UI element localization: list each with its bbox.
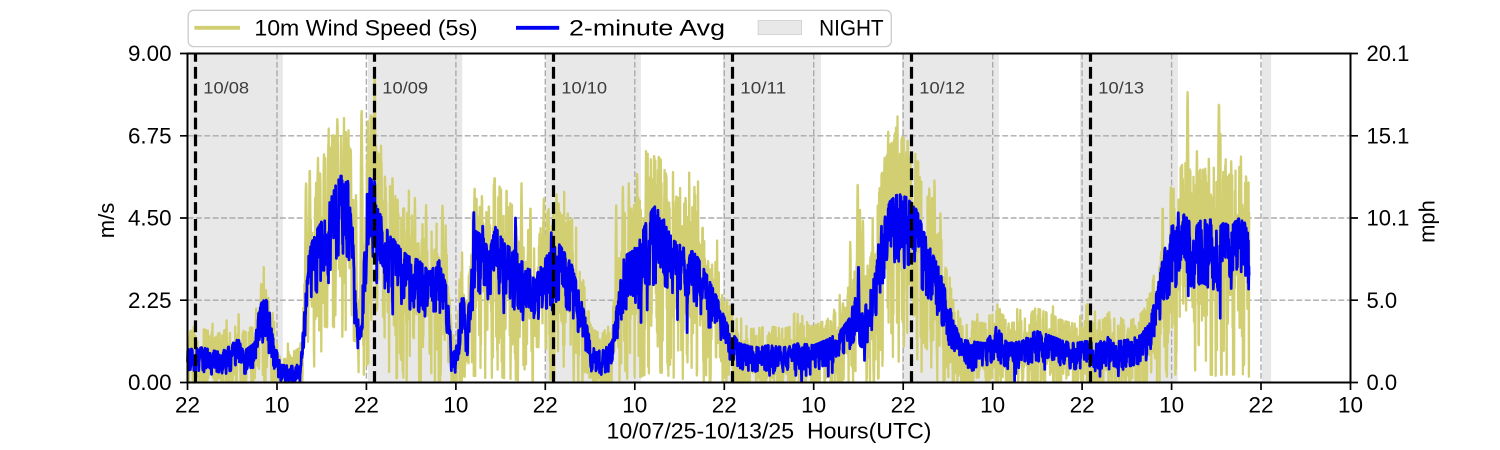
svg-text:10/12: 10/12 bbox=[919, 79, 965, 98]
svg-text:22: 22 bbox=[533, 393, 558, 418]
svg-text:10m Wind Speed (5s): 10m Wind Speed (5s) bbox=[254, 15, 477, 40]
svg-text:m/s: m/s bbox=[94, 203, 119, 238]
svg-text:10: 10 bbox=[980, 393, 1005, 418]
svg-text:10/09: 10/09 bbox=[382, 79, 428, 98]
svg-text:2.25: 2.25 bbox=[128, 288, 172, 313]
svg-text:9.00: 9.00 bbox=[128, 41, 172, 66]
svg-text:10: 10 bbox=[265, 393, 290, 418]
svg-text:10: 10 bbox=[1338, 393, 1363, 418]
svg-text:5.0: 5.0 bbox=[1367, 288, 1398, 313]
svg-text:22: 22 bbox=[354, 393, 379, 418]
svg-text:0.00: 0.00 bbox=[128, 370, 172, 395]
svg-text:22: 22 bbox=[712, 393, 737, 418]
svg-text:10/11: 10/11 bbox=[740, 79, 786, 98]
svg-text:10/07/25-10/13/25 Hours(UTC): 10/07/25-10/13/25 Hours(UTC) bbox=[607, 419, 932, 444]
svg-text:10: 10 bbox=[622, 393, 647, 418]
svg-text:6.75: 6.75 bbox=[128, 123, 172, 148]
svg-text:2-minute Avg: 2-minute Avg bbox=[569, 15, 725, 40]
svg-text:10.1: 10.1 bbox=[1367, 206, 1410, 231]
svg-text:0.0: 0.0 bbox=[1367, 370, 1398, 395]
svg-text:10/10: 10/10 bbox=[561, 79, 607, 98]
svg-text:10: 10 bbox=[443, 393, 468, 418]
svg-text:10: 10 bbox=[801, 393, 826, 418]
svg-text:10: 10 bbox=[1159, 393, 1184, 418]
svg-text:22: 22 bbox=[1070, 393, 1095, 418]
svg-text:22: 22 bbox=[891, 393, 916, 418]
svg-text:10/13: 10/13 bbox=[1098, 79, 1144, 98]
svg-text:22: 22 bbox=[175, 393, 200, 418]
svg-text:4.50: 4.50 bbox=[128, 206, 172, 231]
svg-text:15.1: 15.1 bbox=[1367, 123, 1410, 148]
svg-text:22: 22 bbox=[1249, 393, 1274, 418]
svg-text:NIGHT: NIGHT bbox=[819, 15, 884, 40]
svg-text:mph: mph bbox=[1415, 200, 1440, 243]
svg-text:10/08: 10/08 bbox=[203, 79, 249, 98]
svg-text:20.1: 20.1 bbox=[1367, 41, 1410, 66]
